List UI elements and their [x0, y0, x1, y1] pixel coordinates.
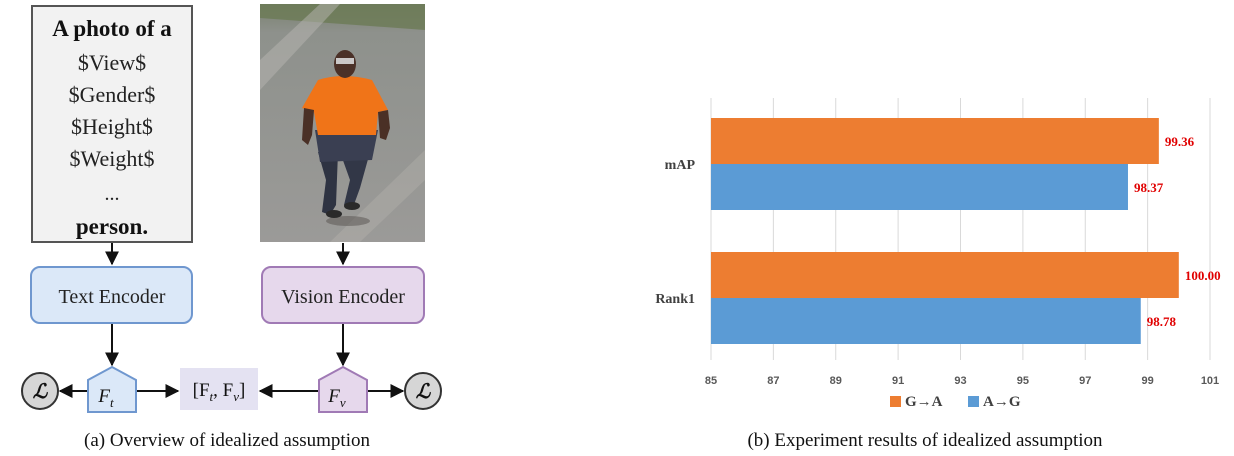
legend-label: G→A: [905, 394, 943, 410]
data-label: 98.78: [1147, 314, 1177, 329]
feature-ft-label: Ft: [97, 386, 114, 410]
caption-a: (a) Overview of idealized assumption: [84, 430, 370, 451]
x-tick-label: 99: [1142, 375, 1154, 387]
feature-fv: Fv: [318, 365, 368, 413]
chart-y-axis: mAP Rank1: [655, 158, 695, 307]
prompt-box: A photo of a $View$ $Gender$ $Height$ $W…: [31, 5, 193, 243]
loss-right-symbol: ℒ: [416, 381, 432, 403]
loss-left-symbol: ℒ: [33, 381, 49, 403]
loss-left: ℒ: [21, 372, 59, 410]
bar: [711, 252, 1179, 298]
feature-fv-label: Fv: [327, 386, 346, 410]
x-tick-label: 95: [1017, 375, 1029, 387]
vision-encoder: Vision Encoder: [261, 266, 425, 324]
chart-x-axis: 85 87 89 91 93 95 97 99 101: [705, 375, 1219, 387]
x-tick-label: 101: [1201, 375, 1219, 387]
prompt-line-gender: $Gender$: [69, 82, 156, 107]
panel-b: 99.36 98.37 100.00 98.78 85 87 89 91 93 95 97 99 10…: [655, 98, 1221, 451]
x-tick-label: 89: [830, 375, 842, 387]
bar: [711, 298, 1141, 344]
data-label: 99.36: [1165, 134, 1195, 149]
panel-a: A photo of a $View$ $Gender$ $Height$ $W…: [21, 4, 442, 451]
legend-swatch: [890, 396, 901, 407]
prompt-line-ellipsis: ...: [105, 183, 120, 205]
bar: [711, 118, 1159, 164]
concat-feature: [Ft, Fv]: [180, 368, 258, 410]
loss-right: ℒ: [404, 372, 442, 410]
x-tick-label: 93: [954, 375, 966, 387]
x-tick-label: 85: [705, 375, 717, 387]
pedestrian-photo: [260, 4, 425, 242]
chart-legend: G→A A→G: [890, 394, 1021, 410]
data-label: 100.00: [1185, 268, 1221, 283]
prompt-line-view: $View$: [78, 50, 146, 75]
concat-label: [Ft, Fv]: [193, 380, 246, 404]
x-tick-label: 91: [892, 375, 904, 387]
concat-box: [180, 368, 258, 410]
data-label: 98.37: [1134, 180, 1164, 195]
category-label: mAP: [665, 158, 696, 173]
prompt-line-weight: $Weight$: [70, 146, 155, 171]
x-tick-label: 97: [1079, 375, 1091, 387]
bar: [711, 164, 1128, 210]
vision-encoder-label: Vision Encoder: [281, 286, 405, 308]
chart-bars: 99.36 98.37 100.00 98.78: [711, 118, 1221, 344]
legend-label: A→G: [983, 394, 1021, 410]
text-encoder-label: Text Encoder: [59, 286, 166, 308]
legend-swatch: [968, 396, 979, 407]
text-encoder: Text Encoder: [30, 266, 193, 324]
prompt-line-intro: A photo of a: [52, 16, 172, 41]
category-label: Rank1: [655, 292, 695, 307]
x-tick-label: 87: [767, 375, 779, 387]
feature-ft: Ft: [87, 365, 137, 413]
prompt-line-person: person.: [76, 214, 148, 239]
prompt-line-height: $Height$: [71, 114, 153, 139]
prompt-box-frame: [31, 5, 193, 243]
caption-b: (b) Experiment results of idealized assu…: [747, 430, 1103, 451]
